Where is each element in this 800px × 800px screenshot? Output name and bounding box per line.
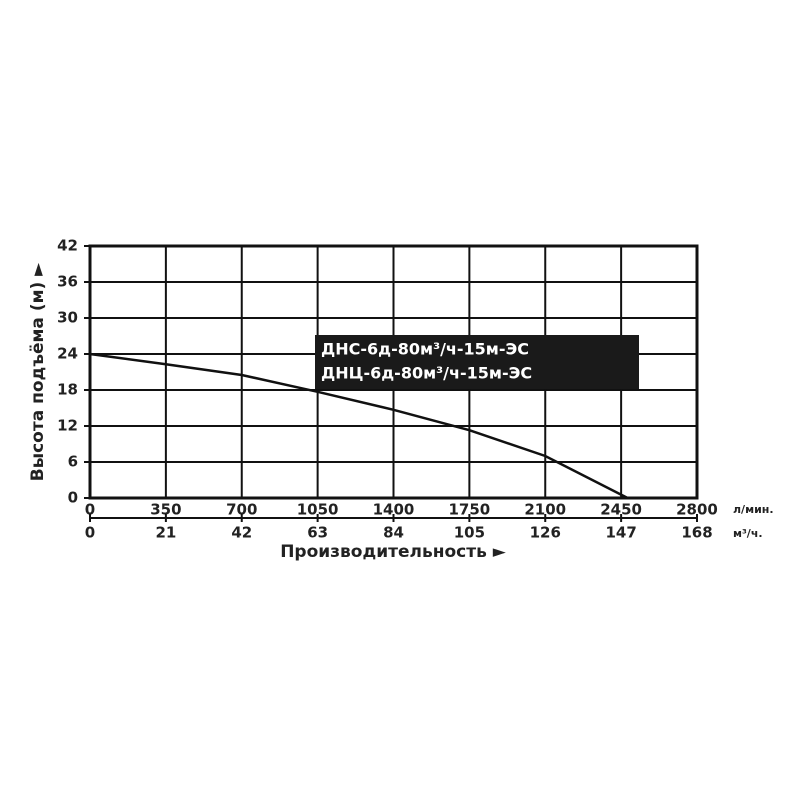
- y-tick-label: 18: [57, 381, 78, 399]
- y-tick-label: 24: [57, 345, 78, 363]
- x-tick-label: 0: [85, 501, 95, 519]
- y-tick-label: 30: [57, 309, 78, 327]
- y-tick-label: 6: [68, 453, 78, 471]
- x2-tick-label: 63: [307, 524, 328, 542]
- y-tick-label: 0: [68, 489, 78, 507]
- y-axis-title: Высота подъёма (м) ►: [28, 262, 48, 481]
- y-tick-label: 12: [57, 417, 78, 435]
- x-tick-label: 1750: [449, 501, 491, 519]
- x2-tick-label: 42: [231, 524, 252, 542]
- x-tick-label: 700: [226, 501, 257, 519]
- x2-tick-label: 168: [681, 524, 712, 542]
- x2-tick-label: 0: [85, 524, 95, 542]
- y-tick-label: 42: [57, 237, 78, 255]
- x2-tick-label: 21: [155, 524, 176, 542]
- x-tick-label: 2450: [600, 501, 642, 519]
- x-tick-label: 1400: [373, 501, 415, 519]
- x2-tick-label: 84: [383, 524, 404, 542]
- x-tick-label: 2800: [676, 501, 718, 519]
- x-tick-label: 2100: [524, 501, 566, 519]
- x2-tick-label: 105: [454, 524, 485, 542]
- x-tick-label: 350: [150, 501, 181, 519]
- x2-unit: м³/ч.: [733, 527, 763, 540]
- y-tick-label: 36: [57, 273, 78, 291]
- x-unit: л/мин.: [733, 503, 774, 516]
- curve: [89, 352, 629, 500]
- annotation-line: ДНЦ-6д-80м³/ч-15м-ЭС: [321, 364, 532, 383]
- x-axis-title: Производительность ►: [280, 542, 507, 562]
- x2-tick-label: 126: [530, 524, 561, 542]
- x2-tick-label: 147: [605, 524, 636, 542]
- plot-frame: [88, 244, 699, 500]
- annotation-box: [315, 335, 639, 389]
- x-tick-label: 1050: [297, 501, 339, 519]
- annotation-line: ДНС-6д-80м³/ч-15м-ЭС: [321, 340, 529, 359]
